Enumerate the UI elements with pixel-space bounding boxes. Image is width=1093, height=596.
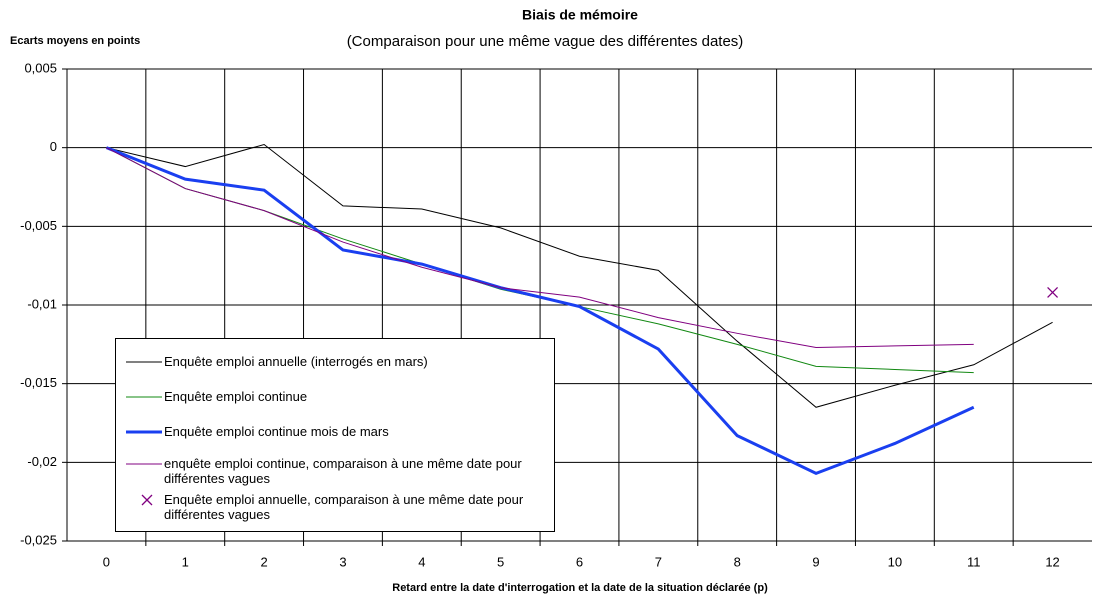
legend-swatch xyxy=(126,430,162,434)
x-tick-label: 2 xyxy=(260,554,267,569)
y-tick-label: -0,005 xyxy=(20,218,57,233)
y-tick-label: -0,01 xyxy=(27,296,57,311)
x-axis-title: Retard entre la date d'interrogation et … xyxy=(392,582,768,594)
legend: Enquête emploi annuelle (interrogés en m… xyxy=(115,338,555,532)
legend-swatch xyxy=(126,463,162,465)
y-tick-label: -0,015 xyxy=(20,375,57,390)
y-tick-label: -0,02 xyxy=(27,454,57,469)
legend-label: Enquête emploi annuelle, comparaison à u… xyxy=(164,492,524,522)
legend-label: enquête emploi continue, comparaison à u… xyxy=(164,456,522,486)
series-line xyxy=(106,147,974,348)
y-tick-label: -0,025 xyxy=(20,532,57,547)
chart-subtitle: (Comparaison pour une même vague des dif… xyxy=(347,33,744,50)
x-tick-label: 12 xyxy=(1045,554,1059,569)
x-tick-label: 1 xyxy=(182,554,189,569)
x-tick-label: 5 xyxy=(497,554,504,569)
legend-swatch xyxy=(126,361,162,363)
series-line xyxy=(106,143,1053,408)
legend-label: Enquête emploi continue mois de mars xyxy=(164,424,389,439)
x-tick-label: 6 xyxy=(576,554,583,569)
y-tick-label: 0,005 xyxy=(24,60,57,75)
series-line xyxy=(105,146,975,475)
x-tick-label: 7 xyxy=(655,554,662,569)
legend-swatch xyxy=(141,494,153,506)
x-tick-label: 10 xyxy=(888,554,902,569)
x-tick-label: 8 xyxy=(734,554,741,569)
legend-label: Enquête emploi continue xyxy=(164,389,308,404)
x-tick-label: 3 xyxy=(339,554,346,569)
chart-title: Biais de mémoire xyxy=(522,7,638,23)
y-axis-title: Ecarts moyens en points xyxy=(10,35,140,47)
legend-label: Enquête emploi annuelle (interrogés en m… xyxy=(164,354,428,369)
x-tick-label: 4 xyxy=(418,554,425,569)
legend-marker xyxy=(141,494,153,506)
x-tick-label: 11 xyxy=(967,554,981,569)
x-tick-label: 0 xyxy=(103,554,110,569)
x-tick-label: 9 xyxy=(812,554,819,569)
x-marker xyxy=(1047,286,1059,298)
legend-swatch xyxy=(126,396,162,398)
y-tick-label: 0 xyxy=(50,139,57,154)
